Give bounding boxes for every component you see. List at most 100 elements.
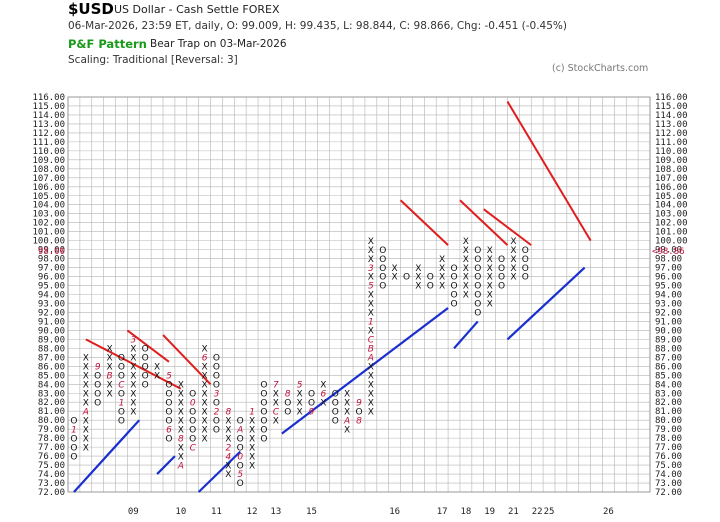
x-mark: X (178, 425, 184, 435)
x-tick-label: 19 (484, 507, 495, 517)
x-mark: X (202, 371, 208, 381)
x-mark: X (297, 407, 303, 417)
o-mark: O (94, 389, 101, 399)
x-mark: X (202, 416, 208, 426)
x-mark: X (130, 389, 136, 399)
o-mark: O (189, 416, 196, 426)
y-tick-label-left: 102.00 (32, 219, 65, 229)
y-tick-label-left: 113.00 (32, 120, 65, 130)
y-tick-label-left: 100.00 (32, 237, 65, 247)
y-tick-label-left: 80.00 (38, 416, 65, 426)
y-tick-label-right: 81.00 (655, 407, 682, 417)
y-tick-label-right: 94.00 (655, 291, 682, 301)
x-mark: X (83, 425, 89, 435)
resistance-line (459, 199, 509, 246)
x-mark: X (225, 434, 231, 444)
y-tick-label-right: 78.00 (655, 434, 682, 444)
y-tick-label-left: 95.00 (38, 282, 65, 292)
month-marker: 3 (214, 389, 220, 399)
x-mark: X (249, 425, 255, 435)
o-mark: O (379, 273, 386, 283)
month-marker: 7 (273, 380, 279, 390)
month-marker: 8 (225, 407, 231, 417)
quote-line: 06-Mar-2026, 23:59 ET, daily, O: 99.009,… (68, 20, 567, 32)
month-marker: C (368, 336, 375, 346)
o-mark: O (403, 273, 410, 283)
o-mark: O (332, 389, 339, 399)
y-tick-label-right: 106.00 (655, 183, 688, 193)
o-mark: O (474, 309, 481, 319)
chart-grid (67, 96, 651, 493)
x-mark: X (392, 264, 398, 274)
o-mark: O (260, 389, 267, 399)
o-mark: O (165, 416, 172, 426)
x-mark: X (202, 380, 208, 390)
y-tick-label-right: 79.00 (655, 425, 682, 435)
x-mark: X (225, 425, 231, 435)
y-tick-label-right: 87.00 (655, 353, 682, 363)
month-marker: 6 (202, 354, 208, 364)
o-mark: O (142, 354, 149, 364)
y-tick-label-left: 109.00 (32, 156, 65, 166)
o-mark: O (332, 398, 339, 408)
y-tick-label-left: 105.00 (32, 192, 65, 202)
o-mark: O (450, 282, 457, 292)
o-mark: O (118, 363, 125, 373)
x-mark: X (83, 354, 89, 364)
y-tick-label-right: 101.00 (655, 228, 688, 238)
o-mark: O (213, 354, 220, 364)
o-mark: O (94, 398, 101, 408)
x-mark: X (178, 398, 184, 408)
x-tick-label: 12 (247, 507, 258, 517)
x-mark: X (487, 291, 493, 301)
y-tick-label-left: 111.00 (32, 138, 65, 148)
x-mark: X (130, 380, 136, 390)
y-tick-label-right: 100.00 (655, 237, 688, 247)
y-tick-label-right: 77.00 (655, 443, 682, 453)
x-mark: X (368, 273, 374, 283)
month-marker: C (190, 443, 197, 453)
o-mark: O (450, 300, 457, 310)
x-mark: X (510, 264, 516, 274)
y-tick-label-right: 108.00 (655, 165, 688, 175)
o-mark: O (142, 380, 149, 390)
o-mark: O (70, 434, 77, 444)
support-line (281, 307, 449, 435)
o-mark: O (70, 416, 77, 426)
x-tick-label: 21 (508, 507, 519, 517)
x-mark: X (510, 246, 516, 256)
x-mark: X (106, 354, 112, 364)
y-tick-label-right: 95.00 (655, 282, 682, 292)
o-mark: O (118, 407, 125, 417)
x-mark: X (368, 398, 374, 408)
o-mark: O (474, 264, 481, 274)
x-tick-label: 13 (270, 507, 281, 517)
y-axis-right: 72.0073.0074.0075.0076.0077.0078.0079.00… (652, 93, 688, 498)
x-mark: X (463, 237, 469, 247)
support-line (156, 455, 176, 475)
x-mark: X (225, 461, 231, 471)
x-axis: 09 10 11 12 13 15 16 17 18 19 21 22 25 26 (128, 507, 614, 517)
y-tick-label-right: 96.00 (655, 273, 682, 283)
x-mark: X (202, 425, 208, 435)
x-mark: X (344, 389, 350, 399)
current-price-label-left: 98.00 (38, 247, 65, 257)
y-tick-label-right: 82.00 (655, 398, 682, 408)
o-mark: O (237, 434, 244, 444)
o-mark: O (213, 425, 220, 435)
month-marker: A (177, 461, 184, 471)
month-marker: 5 (368, 282, 374, 292)
x-mark: X (249, 461, 255, 471)
month-marker: 9 (309, 407, 315, 417)
x-mark: X (130, 398, 136, 408)
x-mark: X (463, 255, 469, 265)
month-marker: 8 (285, 389, 291, 399)
x-mark: X (487, 282, 493, 292)
x-mark: X (487, 273, 493, 283)
y-tick-label-left: 94.00 (38, 291, 65, 301)
y-tick-label-left: 108.00 (32, 165, 65, 175)
y-tick-label-left: 77.00 (38, 443, 65, 453)
x-mark: X (487, 255, 493, 265)
y-tick-label-right: 83.00 (655, 389, 682, 399)
x-mark: X (178, 380, 184, 390)
